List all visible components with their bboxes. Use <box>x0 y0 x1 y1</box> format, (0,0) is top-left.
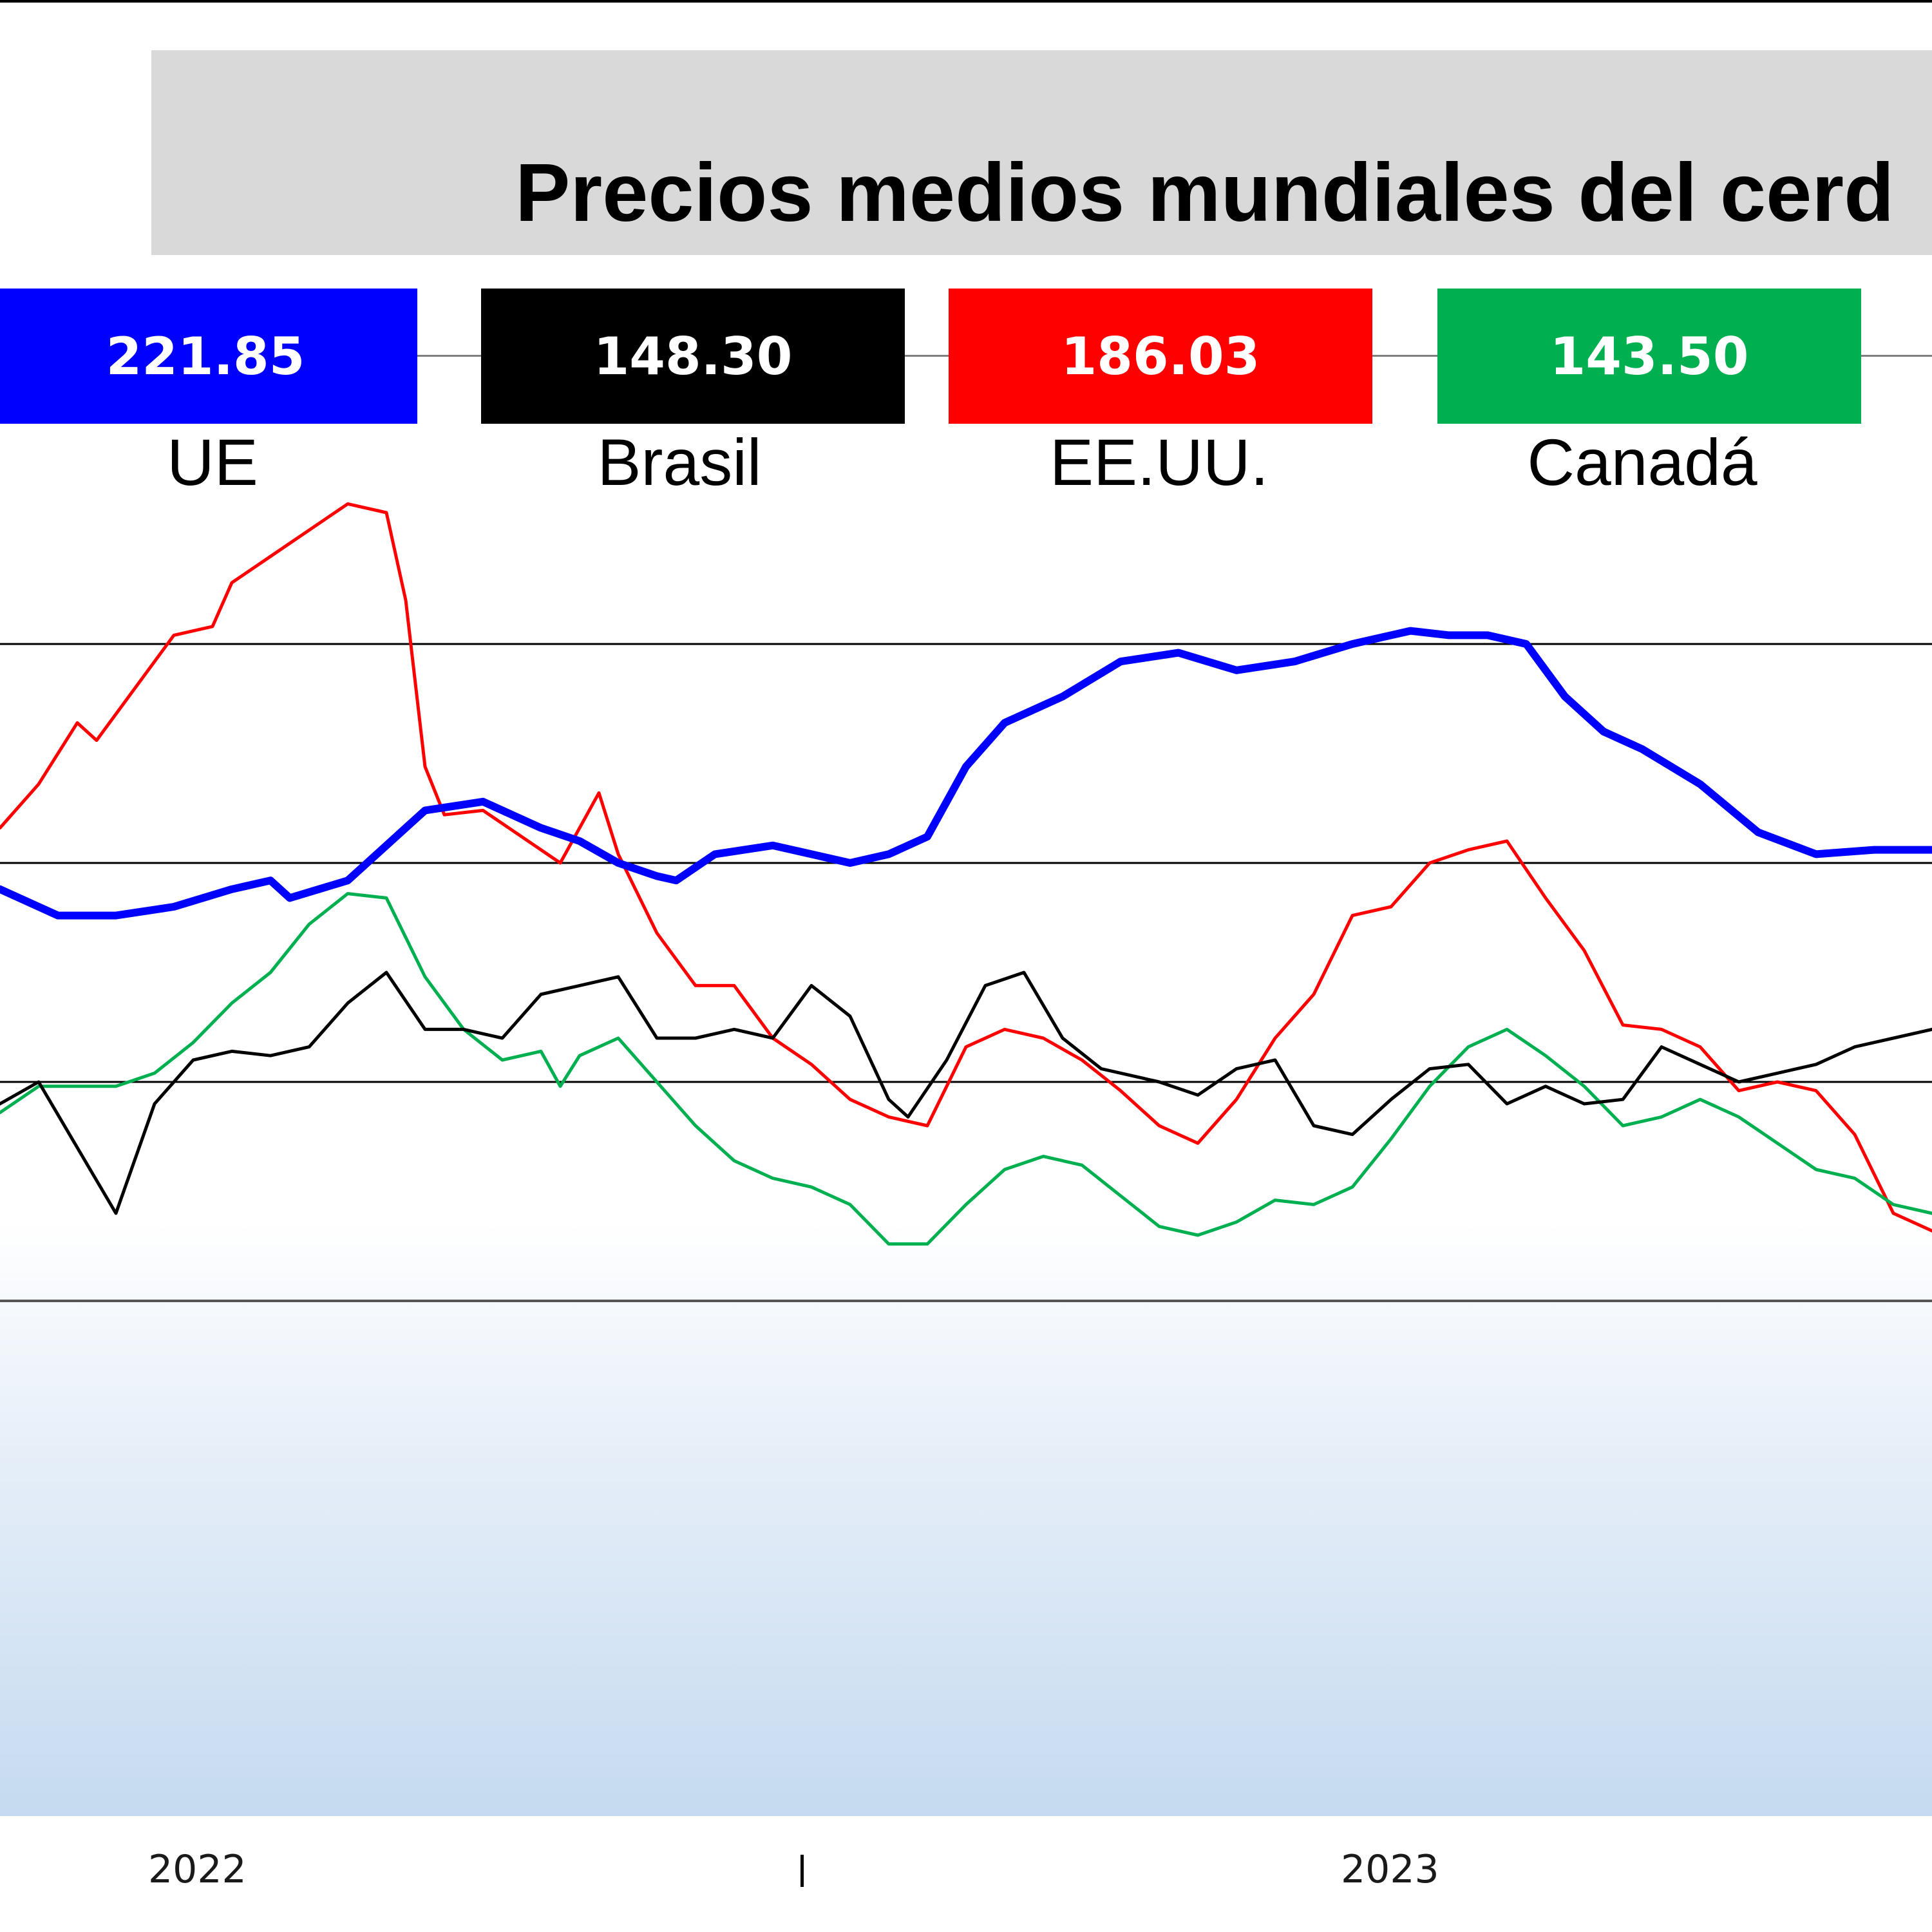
legend-label-ue: UE <box>167 426 258 499</box>
legend-label-brasil: Brasil <box>597 426 762 499</box>
x-tick-label-2022: 2022 <box>148 1847 247 1892</box>
legend-value-brasil: 148.30 <box>481 289 905 424</box>
legend-label-eeuu: EE.UU. <box>1049 426 1269 499</box>
series-line-ue <box>0 627 1932 920</box>
series-line-canad <box>0 892 1932 1246</box>
legend-value-eeuu: 186.03 <box>949 289 1372 424</box>
top-border <box>0 0 1932 3</box>
x-tick-label-2023: 2023 <box>1341 1847 1439 1892</box>
x-tick-mark <box>800 1855 804 1887</box>
series-line-brasil <box>0 971 1932 1215</box>
legend-label-canada: Canadá <box>1527 426 1757 499</box>
legend-value-canada: 143.50 <box>1437 289 1861 424</box>
chart-title: Precios medios mundiales del cerd <box>515 147 1895 239</box>
series-line-eeuu <box>0 502 1932 1233</box>
chart-title-banner: Precios medios mundiales del cerd <box>151 50 1932 255</box>
legend-value-ue: 221.85 <box>0 289 417 424</box>
plot-background <box>0 1224 1932 1816</box>
